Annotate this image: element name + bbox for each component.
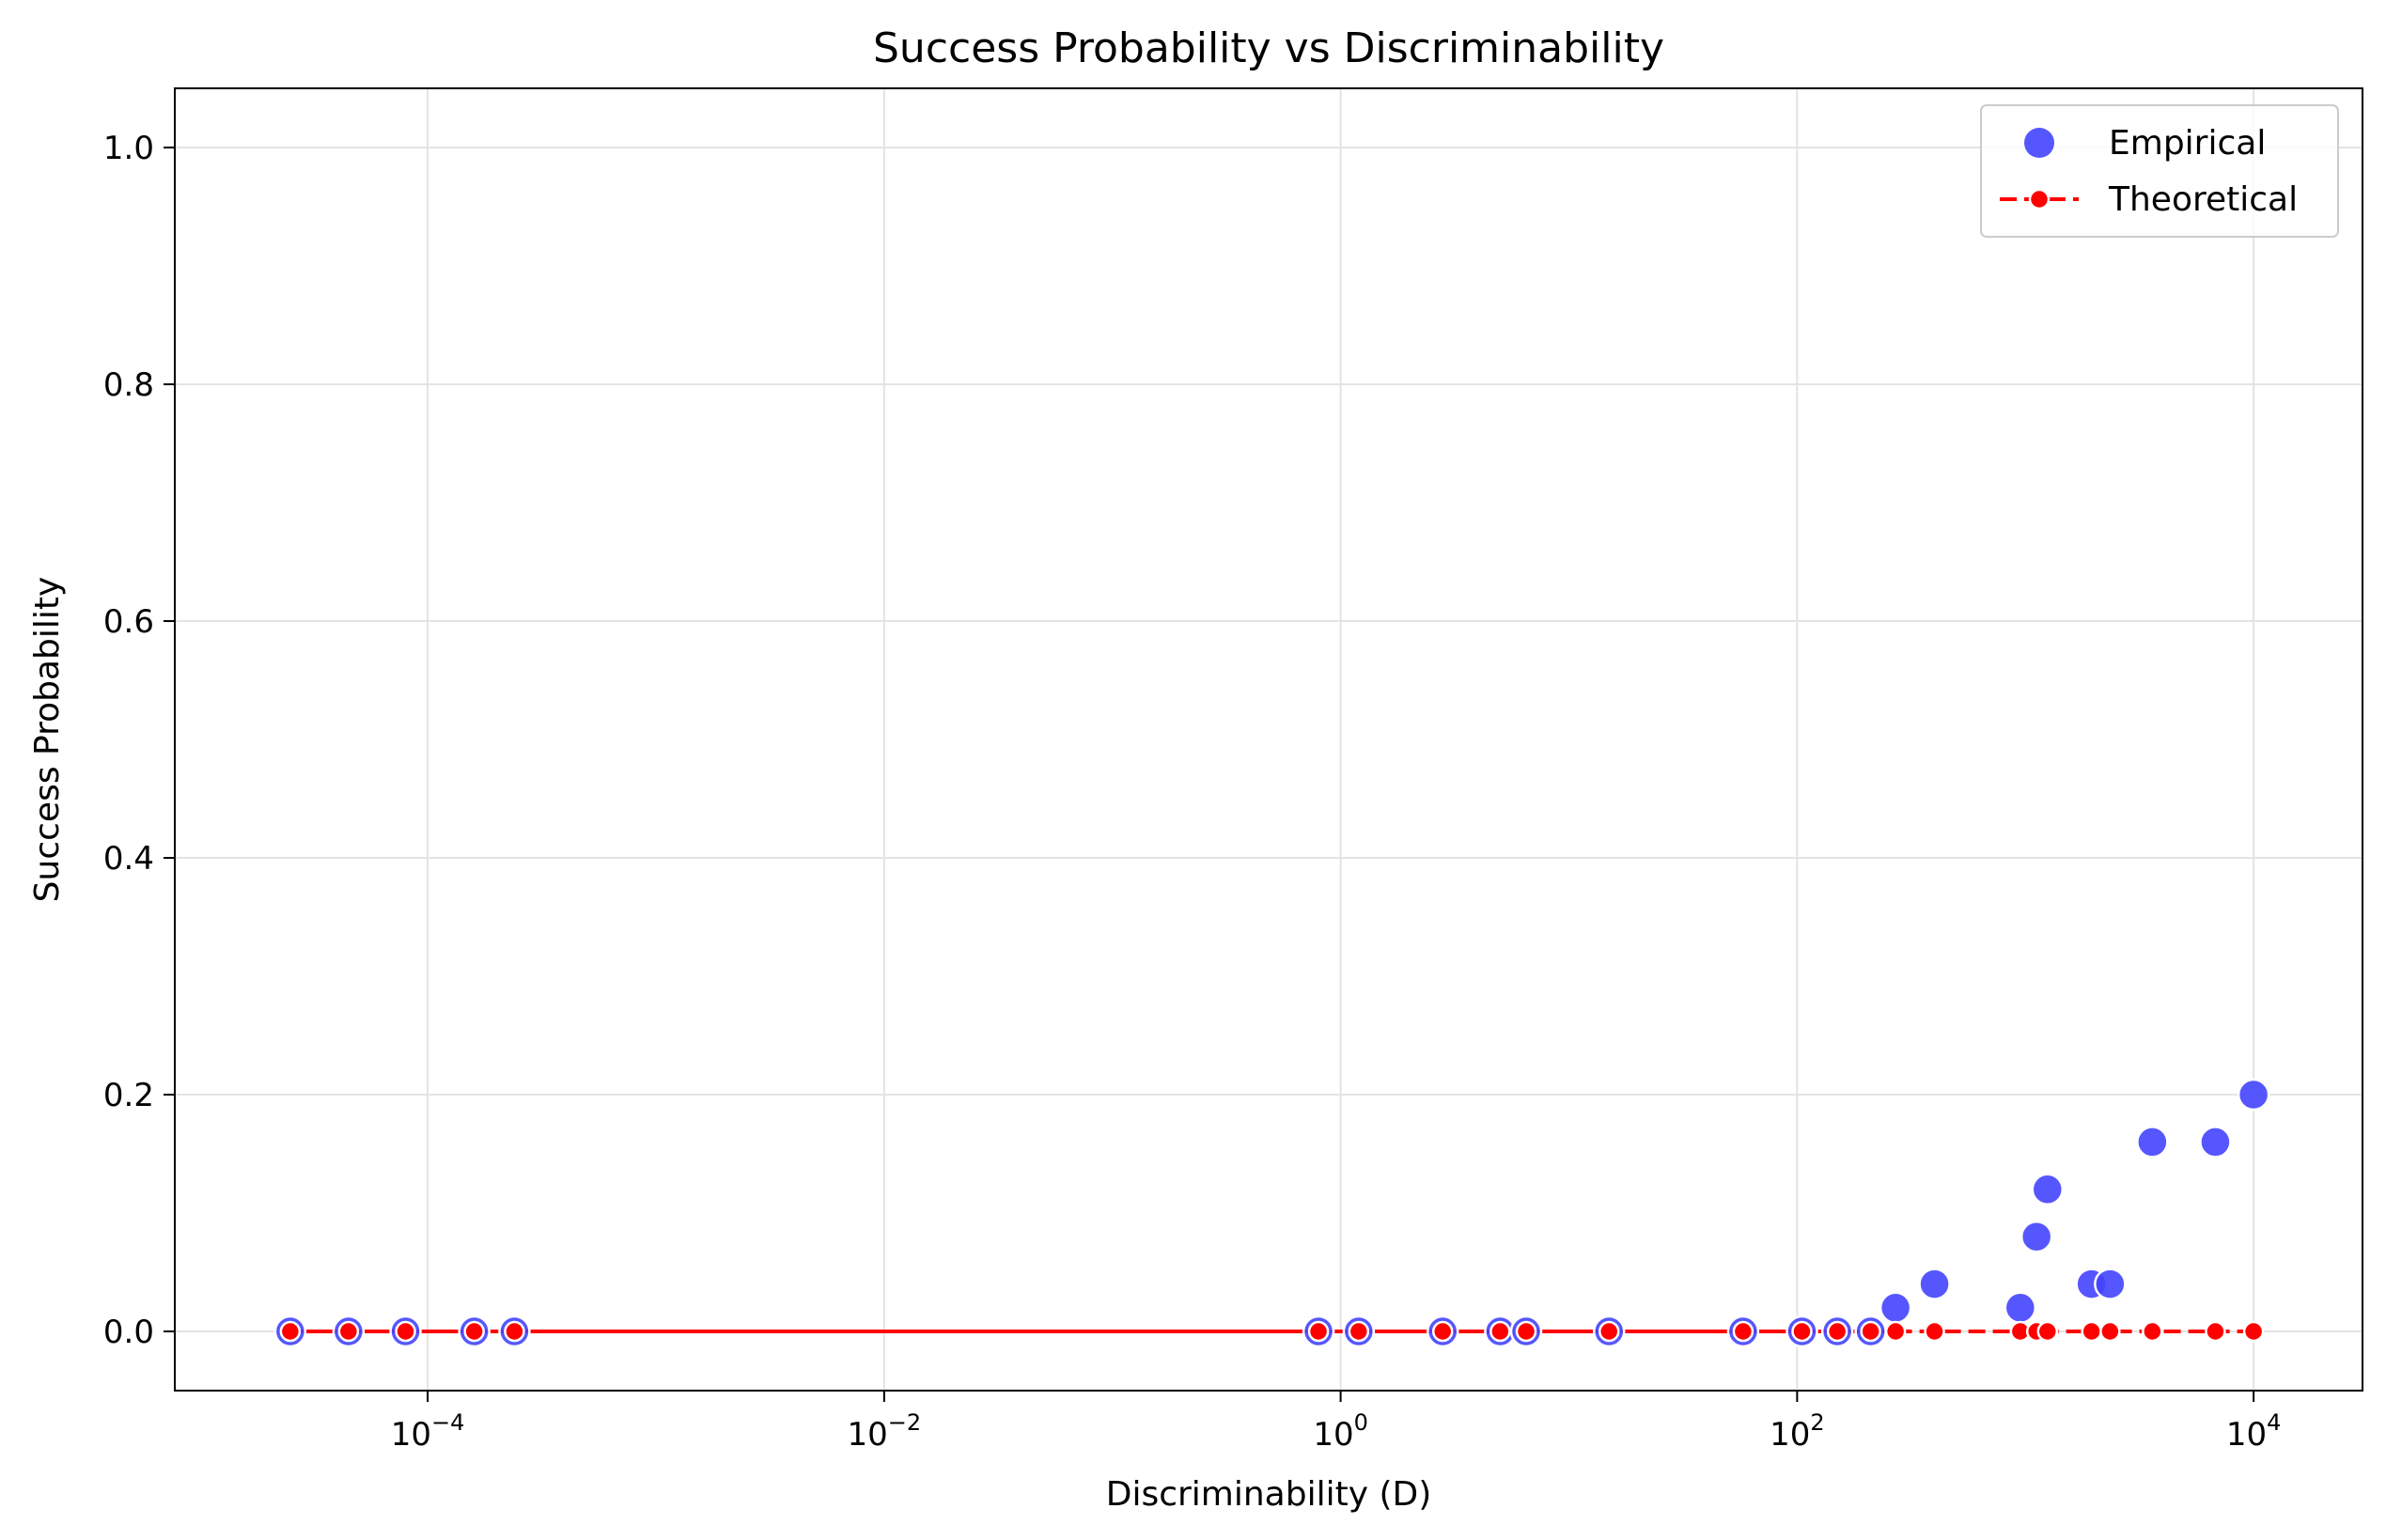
empirical-point: [2136, 1126, 2169, 1159]
x-tick-label: 102: [1770, 1409, 1825, 1454]
empirical-point: [2199, 1126, 2232, 1159]
theoretical-point: [1348, 1320, 1370, 1343]
theoretical-markers-layer: [279, 1320, 2265, 1343]
ticks: 10−4 10−2 100 102 104 0.0 0.2 0.4 0.6 0.8 1.0: [103, 130, 2281, 1454]
empirical-point: [2237, 1078, 2270, 1112]
empirical-points-layer: [273, 1078, 2270, 1348]
theoretical-point: [463, 1320, 485, 1343]
legend-empirical-marker: [2024, 128, 2054, 158]
theoretical-point: [2036, 1320, 2059, 1343]
theoretical-point: [1884, 1320, 1907, 1343]
empirical-point: [1879, 1291, 1912, 1325]
plot-frame: [174, 87, 2363, 1392]
y-tick-label: 0.8: [103, 366, 154, 404]
legend-empirical-label: Empirical: [2109, 124, 2266, 163]
theoretical-point: [2142, 1320, 2163, 1343]
theoretical-point: [1307, 1320, 1330, 1343]
empirical-point: [1918, 1268, 1951, 1300]
y-tick-label: 0.2: [103, 1077, 154, 1114]
theoretical-point: [1860, 1320, 1881, 1343]
empirical-point: [2020, 1220, 2053, 1253]
theoretical-point: [1431, 1320, 1454, 1343]
y-tick-label: 0.4: [103, 840, 154, 878]
theoretical-point: [337, 1320, 360, 1343]
theoretical-point: [395, 1320, 416, 1343]
y-tick-label: 1.0: [103, 130, 154, 167]
y-tick-label: 0.6: [103, 603, 154, 641]
theoretical-point: [279, 1320, 302, 1343]
theoretical-point: [1515, 1320, 1537, 1343]
legend-box: [1980, 104, 2339, 238]
legend: Empirical Theoretical: [1980, 104, 2339, 238]
theoretical-point: [1732, 1320, 1754, 1343]
theoretical-point: [1924, 1320, 1945, 1343]
y-tick-label: 0.0: [103, 1314, 154, 1351]
y-axis-title: Success Probability: [28, 577, 67, 903]
x-tick-label: 10−2: [848, 1409, 922, 1454]
legend-theoretical-label: Theoretical: [2108, 180, 2298, 219]
theoretical-point: [1598, 1320, 1620, 1343]
x-axis-title: Discriminability (D): [1106, 1475, 1432, 1514]
theoretical-point: [2081, 1320, 2102, 1343]
theoretical-point: [1791, 1320, 1813, 1343]
empirical-point: [2094, 1268, 2127, 1300]
x-tick-label: 100: [1313, 1409, 1368, 1454]
theoretical-point: [1489, 1320, 1511, 1343]
theoretical-point: [1826, 1320, 1848, 1343]
theoretical-point: [2099, 1320, 2121, 1343]
empirical-point: [2004, 1291, 2037, 1325]
empirical-point: [2031, 1173, 2065, 1206]
theoretical-point: [2242, 1320, 2265, 1343]
legend-theoretical-marker: [2028, 188, 2051, 210]
chart-title: Success Probability vs Discriminability: [873, 24, 1664, 72]
theoretical-point: [504, 1320, 525, 1343]
x-tick-label: 10−4: [391, 1409, 465, 1454]
x-tick-label: 104: [2226, 1409, 2282, 1454]
theoretical-point: [2205, 1320, 2226, 1343]
